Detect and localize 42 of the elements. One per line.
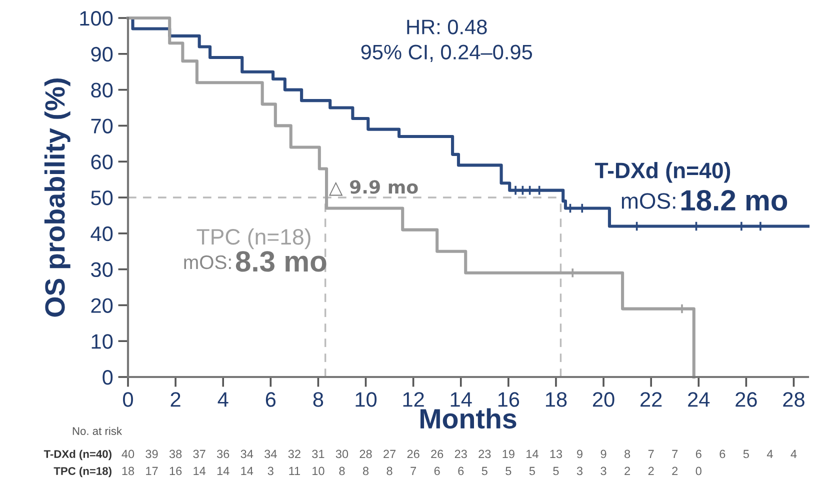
text: No. at risk: [72, 426, 122, 435]
annotation: HR: 0.48: [407, 20, 487, 34]
y-tick-label: 10: [92, 334, 113, 349]
annotation: 8.3 mo: [236, 251, 326, 272]
text: 18 17 16 14 14 14 3 11 10 8 8 8 7 6 6 5 5 5 5 3 3 2 2 2 0: [122, 466, 702, 476]
series-label: T-DXd (n=40): [595, 162, 730, 183]
x-tick-label: 12: [403, 392, 424, 407]
annotation: mOS:: [184, 255, 231, 270]
y-tick-label: 0: [102, 370, 113, 385]
x-tick-label: 20: [592, 392, 614, 407]
series-label: TPC (n=18): [196, 228, 310, 250]
y-axis-title: OS probability (%): [44, 78, 70, 317]
y-tick-label: 40: [90, 226, 113, 242]
y-tick-label: 80: [91, 82, 113, 98]
text: TPC (n=18): [54, 466, 112, 478]
x-tick-label: 0: [123, 392, 133, 407]
text: T-DXd (n=40): [44, 450, 112, 460]
y-tick-label: 30: [91, 262, 113, 278]
y-tick-label: 50: [91, 190, 113, 206]
x-tick-label: 28: [783, 392, 804, 407]
annotation: 18.2 mo: [681, 190, 788, 211]
x-tick-label: 2: [170, 392, 180, 407]
x-tick-label: 6: [266, 392, 276, 407]
y-tick-label: 60: [91, 154, 113, 170]
text: 40 39 38 37 36 34 34 32 31 30 28 27 26 26 23 23 19 14 13 9 9 8 7 7 6 6 5 4 4: [122, 450, 797, 458]
x-axis-title: Months: [420, 408, 516, 429]
y-tick-label: 20: [91, 298, 113, 313]
x-tick-label: 14: [450, 392, 472, 407]
annotation: 95% CI, 0.24–0.95: [361, 44, 532, 62]
x-tick-label: 16: [498, 392, 520, 407]
y-tick-label: 100: [80, 11, 113, 26]
x-tick-label: 8: [313, 392, 324, 407]
x-tick-label: 10: [356, 392, 377, 407]
y-tick-label: 90: [91, 46, 113, 62]
x-tick-label: 26: [736, 392, 757, 407]
x-tick-label: 22: [640, 392, 662, 407]
x-tick-label: 18: [546, 392, 567, 407]
x-tick-label: 4: [218, 392, 228, 407]
x-tick-label: 24: [688, 392, 710, 407]
y-tick-label: 70: [91, 118, 113, 134]
annotation: △ 9.9 mo: [328, 180, 418, 196]
annotation: mOS:: [622, 193, 676, 209]
